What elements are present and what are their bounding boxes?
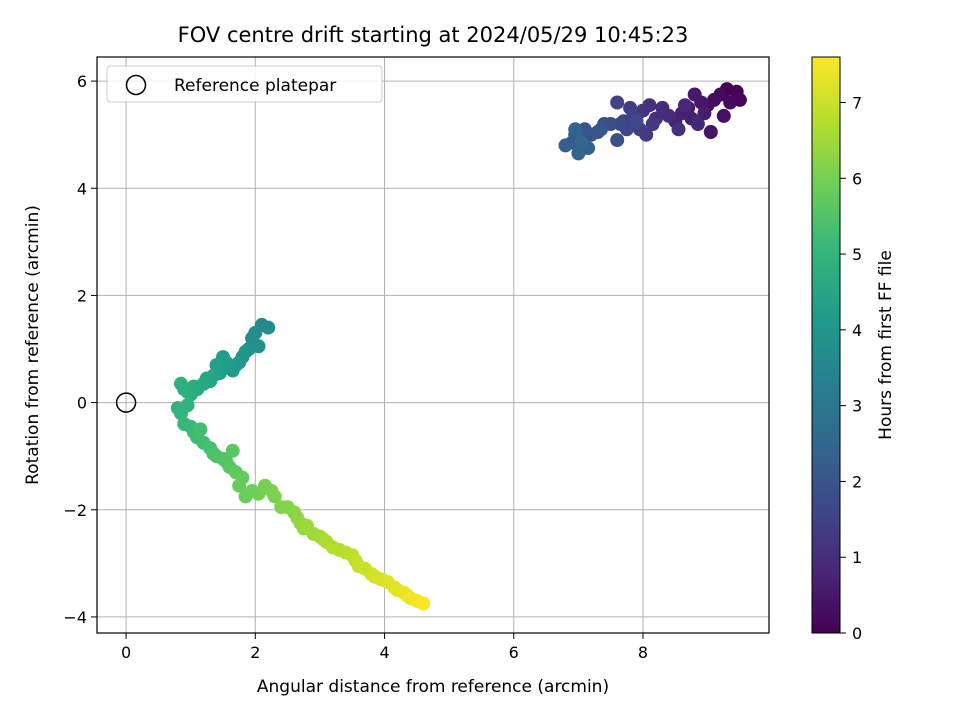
scatter-point: [174, 406, 188, 421]
scatter-point: [629, 114, 644, 129]
colorbar-label: Hours from first FF file: [876, 250, 896, 440]
scatter-point: [267, 489, 282, 504]
legend-marker-icon: [125, 74, 147, 96]
x-tick-label: 0: [121, 643, 131, 662]
grid: [97, 57, 769, 633]
scatter-point: [690, 117, 705, 131]
scatter-point: [571, 146, 586, 161]
scatter-point: [716, 108, 731, 123]
y-tick-label: 6: [77, 72, 87, 91]
scatter-point: [671, 122, 686, 137]
legend-entry-label: Reference platepar: [174, 76, 336, 96]
x-tick-label: 2: [250, 643, 260, 662]
colorbar-tick-label: 2: [852, 472, 862, 491]
plot-frame: [96, 56, 770, 634]
colorbar: 0 1 2 3 4 5 6 7 Hours from first FF file: [811, 56, 896, 643]
colorbar-tick-label: 3: [852, 397, 862, 416]
scatter-point: [574, 135, 589, 150]
colorbar-tick-label: 0: [852, 624, 862, 643]
colorbar-tick-label: 5: [852, 245, 862, 264]
colorbar-tick-label: 4: [852, 321, 862, 340]
y-tick-label: −2: [63, 501, 87, 520]
scatter-point: [678, 98, 692, 113]
scatter-point: [703, 125, 718, 139]
scatter-point: [655, 100, 670, 115]
x-tick-label: 8: [638, 643, 648, 662]
scatter-point: [697, 106, 712, 121]
scatter-point: [225, 443, 240, 458]
y-tick-label: 2: [77, 286, 87, 305]
scatter-point: [645, 117, 660, 131]
chart-title: FOV centre drift starting at 2024/05/29 …: [178, 23, 689, 47]
x-tick-label: 6: [509, 643, 519, 662]
colorbar-tick-label: 7: [852, 93, 862, 112]
reference-platepar-marker: [115, 392, 137, 413]
scatter-point: [610, 95, 625, 110]
scatter-point: [261, 320, 276, 335]
y-tick-label: 4: [77, 179, 87, 198]
scatter-point: [723, 95, 738, 110]
legend: Reference platepar: [106, 65, 383, 103]
legend-box: [106, 65, 383, 103]
y-axis-ticks: −4 −2 0 2 4 6: [63, 72, 97, 627]
scatter-point: [610, 133, 625, 148]
y-axis-label: Rotation from reference (arcmin): [23, 205, 43, 485]
scatter-point: [174, 376, 188, 391]
y-tick-label: 0: [77, 394, 87, 413]
y-tick-label: −4: [63, 608, 87, 627]
scatter-point: [568, 122, 583, 137]
reference-marker-layer: [115, 392, 137, 413]
colorbar-tick-label: 6: [852, 169, 862, 188]
colorbar-gradient: [811, 56, 841, 634]
data-points: [170, 82, 747, 611]
colorbar-ticks: 0 1 2 3 4 5 6 7: [840, 93, 862, 643]
scatter-point: [209, 358, 224, 373]
scatter-point: [687, 87, 702, 102]
x-axis-label: Angular distance from reference (arcmin): [257, 677, 609, 697]
scatter-point: [416, 596, 431, 611]
scatter-point: [232, 478, 247, 493]
colorbar-tick-label: 1: [852, 548, 862, 567]
x-axis-ticks: 0 2 4 6 8: [121, 633, 648, 662]
scatter-point: [558, 138, 573, 153]
scatter-point: [594, 122, 608, 137]
scatter-point: [193, 422, 208, 437]
scatter-point: [613, 117, 628, 131]
x-tick-label: 4: [379, 643, 389, 662]
